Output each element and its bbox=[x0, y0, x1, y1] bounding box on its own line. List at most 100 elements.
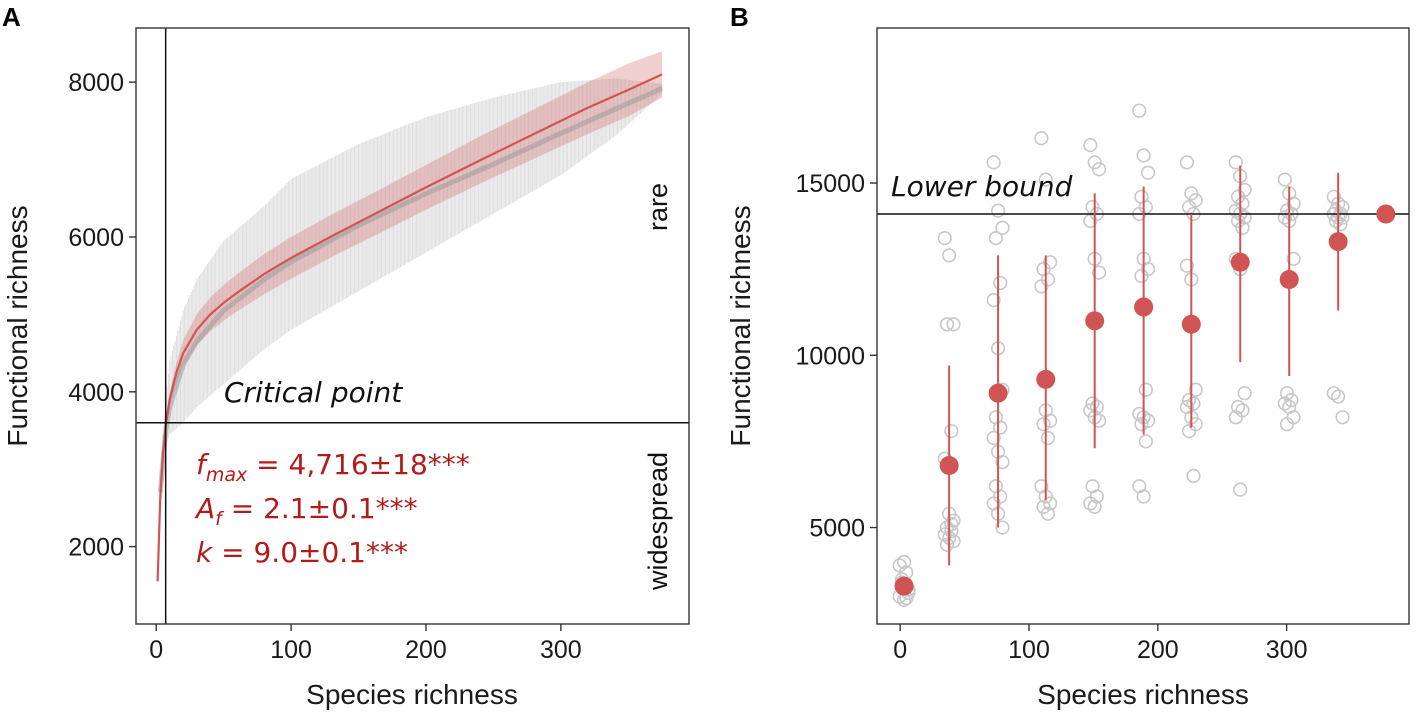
observed-point bbox=[1083, 138, 1098, 153]
group-mean-point bbox=[1328, 232, 1348, 252]
observed-point bbox=[1091, 265, 1107, 280]
group-mean-point bbox=[1134, 297, 1154, 317]
observed-point bbox=[1034, 279, 1049, 294]
observed-point bbox=[1036, 417, 1051, 432]
observed-point bbox=[1228, 410, 1243, 425]
panel-a: A 0 100 200 300 2000 4000 6000 8000 Species ri… bbox=[2, 2, 690, 710]
observed-point bbox=[1083, 496, 1098, 511]
panel-b-x-tick-label: 200 bbox=[1137, 636, 1179, 664]
observed-point bbox=[1186, 396, 1201, 411]
panel-a-frame bbox=[135, 27, 690, 625]
panel-a-y-tick-label: 8000 bbox=[68, 69, 124, 97]
observed-point bbox=[995, 520, 1010, 535]
fit-confidence-band bbox=[157, 51, 662, 586]
group-mean-point bbox=[1230, 252, 1250, 272]
af-value: = 2.1±0.1*** bbox=[222, 492, 418, 525]
observed-point bbox=[1182, 392, 1197, 408]
panel-a-x-tick-label: 0 bbox=[149, 636, 163, 664]
observed-point bbox=[939, 317, 955, 332]
panel-a-y-tick-label: 4000 bbox=[68, 379, 124, 407]
observed-point bbox=[1134, 417, 1149, 432]
observed-point bbox=[937, 231, 952, 246]
panel-a-x-tick-label: 300 bbox=[540, 636, 582, 664]
observed-point bbox=[946, 317, 961, 332]
af-subscript: f bbox=[215, 508, 225, 530]
panel-a-y-tick-label: 6000 bbox=[68, 224, 124, 252]
observed-point bbox=[1326, 386, 1341, 401]
k-symbol: k bbox=[196, 536, 214, 569]
group-mean-point bbox=[1181, 314, 1201, 334]
observed-point bbox=[1228, 155, 1243, 170]
observed-point bbox=[1284, 392, 1299, 408]
fmax-value: = 4,716±18*** bbox=[247, 448, 470, 481]
panel-b-y-axis: 5000 10000 15000 bbox=[795, 170, 877, 543]
observed-point bbox=[993, 420, 1008, 435]
group-mean-point bbox=[1085, 311, 1105, 331]
observed-point bbox=[1179, 258, 1195, 273]
observed-point bbox=[1279, 417, 1295, 432]
observed-point bbox=[937, 527, 952, 542]
observed-point bbox=[1089, 399, 1104, 415]
observed-point bbox=[986, 430, 1001, 446]
observed-mean-line bbox=[157, 86, 664, 493]
panel-b-x-tick-label: 0 bbox=[893, 636, 907, 664]
panel-a-x-axis-title: Species richness bbox=[306, 679, 518, 710]
observed-point bbox=[1333, 217, 1348, 232]
observed-point bbox=[939, 520, 955, 535]
fitted-curve-line bbox=[156, 73, 663, 582]
panel-b-frame bbox=[876, 27, 1410, 625]
panel-a-plot-area bbox=[136, 28, 689, 624]
observed-point bbox=[1036, 499, 1051, 514]
observed-point bbox=[1335, 210, 1350, 225]
observed-point bbox=[1235, 220, 1250, 235]
observed-point bbox=[1230, 189, 1246, 204]
panel-a-x-tick-label: 100 bbox=[270, 636, 312, 664]
observed-point bbox=[1034, 131, 1049, 146]
panel-b-y-axis-title: Functional richness bbox=[725, 205, 756, 446]
panel-b-x-tick-label: 100 bbox=[1008, 636, 1050, 664]
panel-a-y-axis: 2000 4000 6000 8000 bbox=[68, 69, 136, 562]
panel-b-letter: B bbox=[730, 2, 749, 32]
observed-point bbox=[1277, 172, 1292, 187]
observed-point bbox=[946, 534, 961, 549]
af-symbol: A bbox=[194, 492, 215, 525]
observed-point bbox=[1186, 468, 1201, 483]
observed-point bbox=[1038, 172, 1053, 187]
observed-point bbox=[1179, 155, 1195, 170]
observed-point bbox=[1087, 499, 1102, 514]
panel-b-x-tick-label: 300 bbox=[1266, 636, 1308, 664]
panel-a-x-tick-label: 200 bbox=[405, 636, 447, 664]
observed-point bbox=[1136, 148, 1151, 163]
panel-b-x-axis-title: Species richness bbox=[1037, 679, 1249, 710]
group-mean-point bbox=[894, 576, 914, 596]
observed-point bbox=[1132, 103, 1147, 118]
observed-point bbox=[1134, 268, 1149, 284]
observed-point bbox=[1040, 506, 1056, 521]
group-mean-point bbox=[1376, 204, 1396, 224]
observed-point bbox=[1136, 489, 1151, 504]
observed-point bbox=[1087, 155, 1102, 170]
observed-point bbox=[1335, 410, 1350, 425]
panel-a-y-tick-label: 2000 bbox=[68, 534, 124, 562]
observed-point bbox=[1326, 189, 1341, 204]
observed-point bbox=[892, 558, 907, 573]
observed-point bbox=[1083, 403, 1098, 418]
fmax-subscript: max bbox=[206, 464, 248, 486]
group-mean-point bbox=[939, 456, 959, 476]
widespread-label: widespread bbox=[643, 452, 673, 591]
observed-point bbox=[1228, 203, 1243, 218]
observed-point bbox=[1237, 210, 1252, 225]
observed-point bbox=[1132, 406, 1147, 421]
observed-point bbox=[1085, 396, 1100, 411]
observed-point bbox=[1040, 430, 1056, 446]
group-mean-point bbox=[1279, 269, 1299, 289]
observed-point bbox=[995, 220, 1010, 235]
critical-point-label: Critical point bbox=[224, 376, 403, 409]
observed-point bbox=[1091, 162, 1107, 177]
observed-point bbox=[1182, 423, 1197, 439]
observed-point bbox=[1237, 386, 1252, 401]
af-stat: Af = 2.1±0.1*** bbox=[194, 492, 418, 530]
observed-point bbox=[1184, 186, 1199, 201]
observed-point bbox=[990, 203, 1006, 218]
observed-point bbox=[1279, 203, 1295, 218]
